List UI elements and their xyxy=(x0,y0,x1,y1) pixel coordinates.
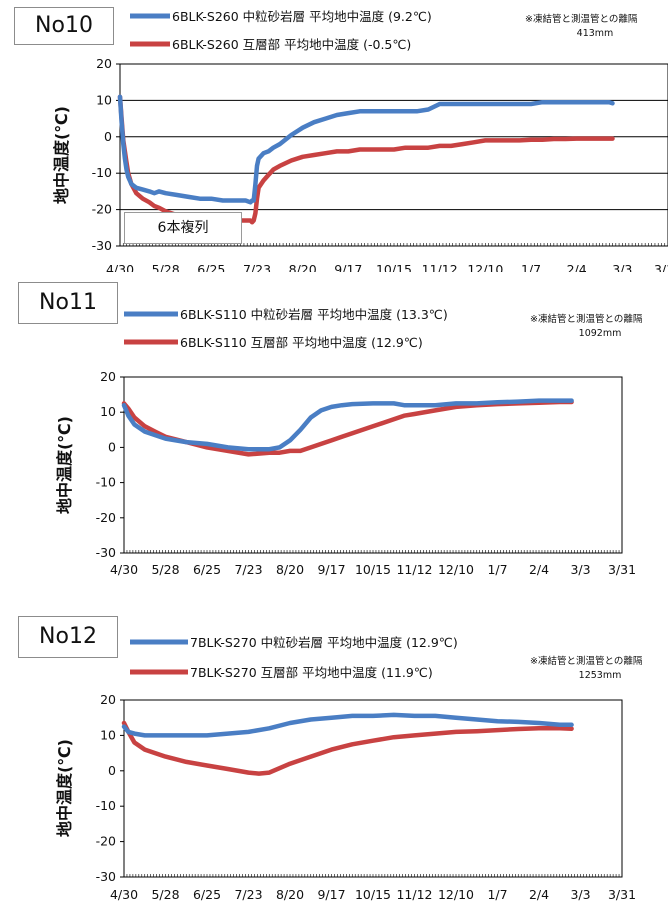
panel-label: No11 xyxy=(18,282,118,324)
x-tick-label: 9/17 xyxy=(317,887,345,902)
x-tick-label: 4/30 xyxy=(110,887,138,902)
x-tick-label: 12/10 xyxy=(467,262,503,272)
x-tick-label: 8/20 xyxy=(276,562,304,577)
x-tick-label: 3/31 xyxy=(608,562,636,577)
chart-svg: -30 -20 -10 0 10 20 4/30 5/28 6/25 7/23 8/20 9/17 10… xyxy=(55,307,643,577)
x-tick-label: 10/15 xyxy=(355,887,391,902)
chart-svg: -30 -20 -10 0 10 20 4/30 5/28 6/25 7/23 8/20 9/17 10… xyxy=(55,635,643,902)
y-tick-label: -30 xyxy=(96,545,116,560)
x-tick-label: 3/3 xyxy=(570,562,590,577)
chart-svg: -30 -20 -10 0 10 20 4/30 5/28 6/25 7/23 8/20 9/17 10… xyxy=(52,9,668,272)
note-text: ※凍結管と測温管との離隔 xyxy=(525,13,638,25)
panel-label: No10 xyxy=(14,7,114,45)
x-tick-label: 11/12 xyxy=(422,262,458,272)
y-tick-label: 0 xyxy=(108,763,116,778)
y-tick-label: 0 xyxy=(104,129,112,144)
y-tick-label: 20 xyxy=(100,369,116,384)
x-tick-label: 6/25 xyxy=(193,562,221,577)
chart-panel-no12: No12 -30 -20 -10 0 10 20 4/30 5/28 6/25 7/23 8/20 9… xyxy=(0,608,668,916)
series-line-1 xyxy=(117,94,615,225)
y-tick-label: 20 xyxy=(100,692,116,707)
y-tick-label: 0 xyxy=(108,439,116,454)
x-minor-ticks xyxy=(123,550,623,553)
x-tick-label: 11/12 xyxy=(396,562,432,577)
y-tick-label: -10 xyxy=(96,798,116,813)
x-minor-ticks xyxy=(123,874,623,877)
x-tick-label: 7/23 xyxy=(234,887,262,902)
distance-text: 1092mm xyxy=(579,328,622,339)
y-tick-label: -20 xyxy=(96,510,116,525)
x-tick-label: 6/25 xyxy=(193,887,221,902)
series-line-0 xyxy=(121,712,574,738)
series-line-0 xyxy=(117,94,615,205)
x-tick-label: 3/31 xyxy=(654,262,668,272)
legend-label: 6BLK-S260 互層部 平均地中温度 (-0.5℃) xyxy=(172,37,411,52)
y-tick-label: -20 xyxy=(96,834,116,849)
y-axis-label: 地中温度(℃) xyxy=(55,739,74,837)
panel-label: No12 xyxy=(18,616,118,658)
legend-label: 7BLK-S270 互層部 平均地中温度 (11.9℃) xyxy=(190,665,433,680)
x-tick-label: 1/7 xyxy=(487,887,507,902)
y-axis-label: 地中温度(℃) xyxy=(55,416,74,514)
y-tick-label: -30 xyxy=(92,238,112,253)
distance-text: 413mm xyxy=(577,28,614,39)
x-tick-label: 3/31 xyxy=(608,887,636,902)
y-tick-label: -30 xyxy=(96,869,116,884)
x-tick-label: 8/20 xyxy=(289,262,317,272)
x-tick-label: 5/28 xyxy=(151,887,179,902)
y-tick-label: -10 xyxy=(96,475,116,490)
legend-label: 6BLK-S260 中粒砂岩層 平均地中温度 (9.2℃) xyxy=(172,9,432,24)
x-tick-label: 11/12 xyxy=(396,887,432,902)
x-tick-label: 5/28 xyxy=(151,562,179,577)
x-tick-label: 12/10 xyxy=(438,562,474,577)
legend-label: 6BLK-S110 中粒砂岩層 平均地中温度 (13.3℃) xyxy=(180,307,448,322)
series-line-1 xyxy=(121,720,574,776)
y-tick-label: 10 xyxy=(100,404,116,419)
x-tick-label: 2/4 xyxy=(529,887,549,902)
x-tick-label: 4/30 xyxy=(110,562,138,577)
x-tick-label: 10/15 xyxy=(376,262,412,272)
x-tick-label: 3/3 xyxy=(570,887,590,902)
x-tick-label: 4/30 xyxy=(106,262,134,272)
x-tick-label: 5/28 xyxy=(152,262,180,272)
x-tick-label: 2/4 xyxy=(567,262,587,272)
series-line-1 xyxy=(121,399,574,457)
y-tick-label: 10 xyxy=(96,92,112,107)
y-tick-label: -10 xyxy=(92,165,112,180)
x-tick-label: 8/20 xyxy=(276,887,304,902)
x-tick-label: 1/7 xyxy=(521,262,541,272)
note-text: ※凍結管と測温管との離隔 xyxy=(530,655,643,667)
x-tick-label: 2/4 xyxy=(529,562,549,577)
x-tick-label: 1/7 xyxy=(487,562,507,577)
x-tick-label: 3/3 xyxy=(612,262,632,272)
x-tick-label: 10/15 xyxy=(355,562,391,577)
x-tick-label: 9/17 xyxy=(334,262,362,272)
y-tick-label: -20 xyxy=(92,202,112,217)
annotation-box: 6本複列 xyxy=(124,212,242,244)
legend-label: 6BLK-S110 互層部 平均地中温度 (12.9℃) xyxy=(180,335,423,350)
legend-label: 7BLK-S270 中粒砂岩層 平均地中温度 (12.9℃) xyxy=(190,635,458,650)
note-text: ※凍結管と測温管との離隔 xyxy=(530,313,643,325)
x-tick-label: 7/23 xyxy=(234,562,262,577)
y-tick-label: 20 xyxy=(96,56,112,71)
x-tick-label: 7/23 xyxy=(243,262,271,272)
chart-panel-no11: No11 -30 -20 -10 0 10 20 4/30 5/28 6/25 7/23 8/20 9… xyxy=(0,272,668,578)
x-tick-label: 6/25 xyxy=(197,262,225,272)
y-axis-label: 地中温度(℃) xyxy=(52,106,71,204)
y-tick-label: 10 xyxy=(100,727,116,742)
series-line-0 xyxy=(121,398,574,452)
x-tick-label: 9/17 xyxy=(317,562,345,577)
distance-text: 1253mm xyxy=(579,670,622,681)
chart-panel-no10: No10 -30 -20 -10 0 10 20 4/30 5/28 6/25 7/23 8/20 9… xyxy=(0,0,668,272)
x-tick-label: 12/10 xyxy=(438,887,474,902)
